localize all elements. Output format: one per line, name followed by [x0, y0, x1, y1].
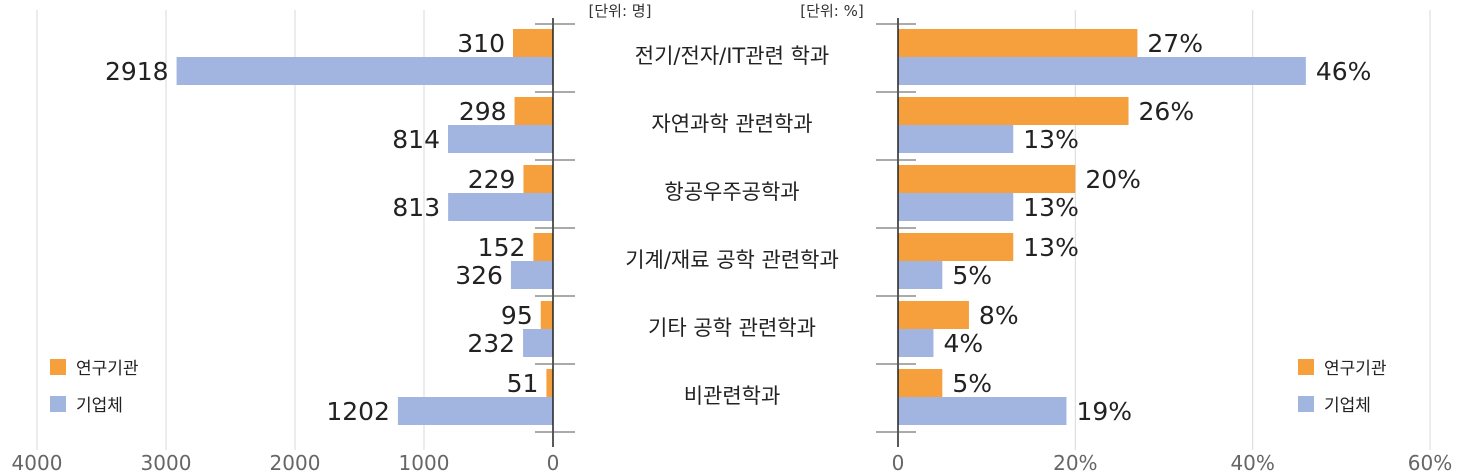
left-legend-label: 연구기관	[76, 359, 139, 379]
left-tick-label: 3000	[141, 451, 192, 473]
left-legend-swatch	[50, 359, 66, 375]
left-bar-research	[513, 29, 553, 57]
left-bar-company	[176, 57, 553, 85]
category-label: 기계/재료 공학 관련학과	[625, 248, 839, 272]
right-value-label: 46%	[1316, 57, 1372, 86]
right-unit-label: [단위: %]	[800, 2, 863, 20]
left-value-label: 95	[501, 301, 533, 330]
right-bar-company	[898, 261, 943, 289]
left-value-label: 298	[459, 97, 507, 126]
right-legend-swatch	[1298, 359, 1314, 375]
right-legend-swatch	[1298, 396, 1314, 412]
left-bar-company	[523, 329, 553, 357]
left-value-label: 814	[392, 125, 440, 154]
right-bar-company	[898, 193, 1014, 221]
right-legend-label: 기업체	[1324, 396, 1371, 416]
left-bar-research	[533, 233, 553, 261]
right-bar-research	[898, 165, 1076, 193]
right-legend-label: 연구기관	[1324, 359, 1387, 379]
left-value-label: 229	[468, 165, 516, 194]
right-bar-research	[898, 97, 1129, 125]
left-bar-company	[448, 193, 553, 221]
right-bar-research	[898, 369, 943, 397]
right-value-label: 5%	[952, 261, 992, 290]
left-value-label: 232	[467, 329, 515, 358]
left-value-label: 1202	[326, 397, 390, 426]
right-bar-company	[898, 57, 1306, 85]
right-value-label: 4%	[943, 329, 983, 358]
right-tick-label: 40%	[1230, 451, 1274, 473]
left-unit-label: [단위: 명]	[589, 2, 652, 20]
category-label: 항공우주공학과	[664, 180, 799, 204]
left-tick-label: 4000	[12, 451, 63, 473]
left-tick-label: 2000	[270, 451, 321, 473]
left-value-label: 326	[455, 261, 503, 290]
right-value-label: 13%	[1023, 125, 1079, 154]
right-tick-label: 60%	[1408, 451, 1452, 473]
left-bar-company	[510, 261, 553, 289]
left-tick-label: 0	[547, 451, 560, 473]
left-bar-company	[447, 125, 553, 153]
category-label: 기타 공학 관련학과	[648, 316, 816, 340]
category-label: 자연과학 관련학과	[651, 112, 812, 136]
right-value-label: 8%	[979, 301, 1019, 330]
right-bar-company	[898, 397, 1067, 425]
right-tick-label: 20%	[1053, 451, 1097, 473]
right-bar-company	[898, 329, 934, 357]
left-tick-label: 1000	[399, 451, 450, 473]
right-value-label: 13%	[1023, 193, 1079, 222]
right-bar-research	[898, 29, 1138, 57]
right-value-label: 20%	[1085, 165, 1141, 194]
left-legend-label: 기업체	[76, 396, 123, 416]
category-label: 비관련학과	[684, 384, 781, 408]
right-bar-company	[898, 125, 1014, 153]
right-tick-label: 0	[892, 451, 905, 473]
right-bar-research	[898, 233, 1014, 261]
left-value-label: 2918	[105, 57, 169, 86]
right-value-label: 27%	[1147, 29, 1203, 58]
category-label: 전기/전자/IT관련 학과	[635, 44, 829, 68]
left-bar-company	[397, 397, 553, 425]
right-value-label: 5%	[952, 369, 992, 398]
left-legend-swatch	[50, 396, 66, 412]
left-value-label: 152	[478, 233, 526, 262]
right-value-label: 13%	[1023, 233, 1079, 262]
left-bar-research	[523, 165, 553, 193]
left-bar-research	[514, 97, 553, 125]
left-value-label: 813	[392, 193, 440, 222]
right-bar-research	[898, 301, 969, 329]
right-value-label: 26%	[1139, 97, 1195, 126]
left-bar-research	[540, 301, 553, 329]
left-value-label: 310	[457, 29, 505, 58]
right-value-label: 19%	[1076, 397, 1132, 426]
left-value-label: 51	[507, 369, 539, 398]
left-bar-research	[546, 369, 553, 397]
